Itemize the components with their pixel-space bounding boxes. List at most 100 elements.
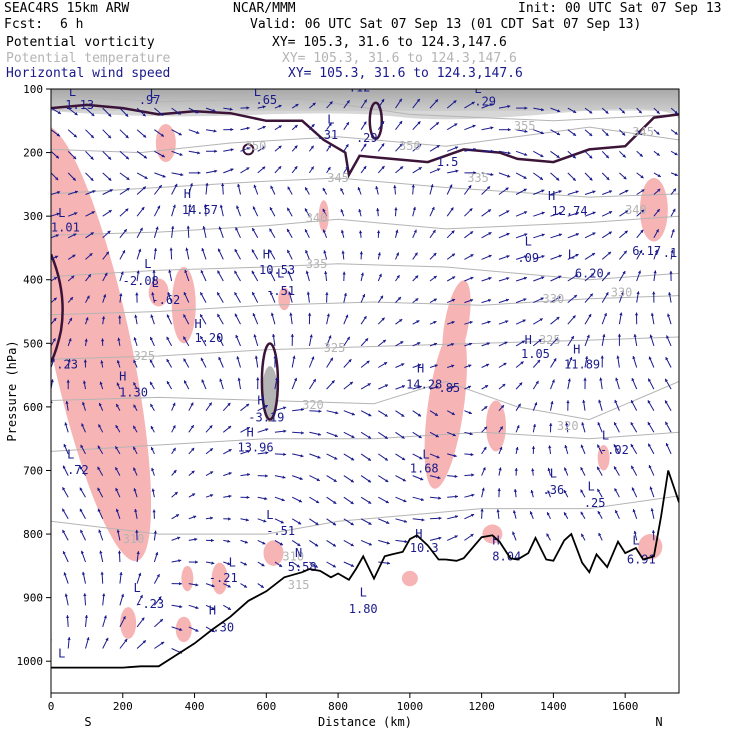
wind-vector-head xyxy=(641,189,645,193)
wind-vector-head xyxy=(177,111,181,115)
wind-vector-head xyxy=(227,539,231,543)
wind-vector-head xyxy=(565,422,569,426)
wind-vector-head xyxy=(399,319,403,323)
terrain-layer xyxy=(51,470,679,669)
hl-marker: L xyxy=(277,266,284,280)
wind-vector-head xyxy=(630,444,634,448)
wind-vector-head xyxy=(270,312,274,316)
wind-vector-head xyxy=(455,169,459,173)
wind-vector-head xyxy=(47,443,50,446)
wind-vector-head xyxy=(638,110,642,114)
theta-contour xyxy=(51,94,679,122)
wind-vector-head xyxy=(417,342,421,346)
wind-vector-head xyxy=(101,316,106,320)
pv-value-label: 10.53 xyxy=(259,263,295,277)
wind-vector-head xyxy=(597,466,600,470)
pv-value-label: 1.80 xyxy=(349,602,378,616)
wind-vector-head xyxy=(152,269,156,273)
wind-vector-head xyxy=(414,252,418,256)
wind-vector-head xyxy=(558,254,562,258)
wind-vector-head xyxy=(133,337,137,341)
wind-vector-head xyxy=(558,190,562,194)
wind-vector-head xyxy=(384,435,388,439)
theta-label: 350 xyxy=(245,139,267,153)
wind-vector-head xyxy=(116,360,120,364)
wind-vector-head xyxy=(432,229,436,234)
wind-vector-head xyxy=(597,488,601,493)
wind-vector-head xyxy=(452,276,456,280)
wind-vector-head xyxy=(153,248,158,251)
wind-vector-head xyxy=(558,233,562,237)
pv-positive-patch xyxy=(171,267,196,344)
wind-vector-head xyxy=(179,627,183,631)
wind-vector-head xyxy=(197,171,201,175)
wind-vector-head xyxy=(524,255,528,259)
wind-vector-head xyxy=(350,457,355,461)
wind-vector-head xyxy=(107,230,111,234)
wind-vector-head xyxy=(86,637,90,641)
wind-vector-head xyxy=(63,572,67,576)
wind-vector-head xyxy=(138,572,142,576)
y-tick-label: 1000 xyxy=(17,655,44,668)
wind-vector-head xyxy=(498,467,502,471)
wind-vector-head xyxy=(185,247,189,251)
wind-vector-head xyxy=(69,317,72,321)
x-tick-label: 400 xyxy=(185,700,205,713)
wind-vector-head xyxy=(134,509,138,512)
wind-vector-head xyxy=(621,291,625,295)
pv-value-label: 14.57 xyxy=(182,203,218,217)
wind-vector-head xyxy=(468,411,472,415)
wind-vector-head xyxy=(470,276,474,280)
hl-marker: L xyxy=(525,235,532,249)
wind-vector-head xyxy=(420,477,424,481)
wind-vector-head xyxy=(506,210,510,214)
theta-contour xyxy=(51,495,679,535)
wind-vector-head xyxy=(522,319,526,323)
wind-vector-head xyxy=(99,381,103,385)
wind-vector-head xyxy=(315,522,319,525)
wind-vector-head xyxy=(556,177,560,181)
wind-vector-head xyxy=(599,377,603,381)
wind-vector-head xyxy=(211,584,215,588)
wind-vector-head xyxy=(142,640,146,644)
pv-value-label: -.02 xyxy=(600,443,629,457)
wind-vector-head xyxy=(648,443,651,447)
pv-positive-patch xyxy=(401,570,418,587)
x-tick-label: 1400 xyxy=(540,700,567,713)
wind-vector-head xyxy=(557,109,561,113)
wind-vector-head xyxy=(401,457,406,460)
wind-vector-head xyxy=(122,616,126,620)
wind-vector-head xyxy=(175,514,179,518)
pv-positive-patch xyxy=(175,616,192,643)
wind-vector-head xyxy=(243,584,247,588)
wind-vector-head xyxy=(523,188,527,192)
wind-vector-head xyxy=(168,269,172,273)
wind-vector-head xyxy=(305,187,308,191)
wind-vector-head xyxy=(505,320,509,324)
wind-vector-head xyxy=(64,593,68,597)
wind-vector-head xyxy=(73,233,77,237)
wind-vector-head xyxy=(85,317,89,321)
wind-vector-head xyxy=(438,496,442,500)
y-axis-title: Pressure (hPa) xyxy=(5,340,19,441)
wind-vector-head xyxy=(656,152,660,156)
wind-vector-head xyxy=(123,229,127,233)
wind-vector-head xyxy=(608,190,612,194)
wind-vector-head xyxy=(575,233,579,237)
wind-vector-head xyxy=(651,530,656,533)
wind-vector-head xyxy=(56,212,60,216)
wind-vector-head xyxy=(297,543,301,546)
wind-vector-head xyxy=(340,229,345,233)
pv-value-label: 14.28 xyxy=(406,378,442,392)
wind-vector-head xyxy=(197,151,201,155)
pv-positive-patch xyxy=(69,267,98,318)
hl-marker: L xyxy=(134,581,141,595)
wind-vector-head xyxy=(89,253,93,257)
wind-vector-head xyxy=(607,251,611,255)
label-layer: 345 350 355 335 350 345 340 340 335 330 330 325 325 3… xyxy=(51,89,677,661)
wind-vector-head xyxy=(487,320,491,324)
wind-vector-head xyxy=(637,270,641,274)
wind-vector-head xyxy=(80,466,83,470)
wind-vector-head xyxy=(529,511,533,515)
wind-vector-head xyxy=(487,209,491,213)
